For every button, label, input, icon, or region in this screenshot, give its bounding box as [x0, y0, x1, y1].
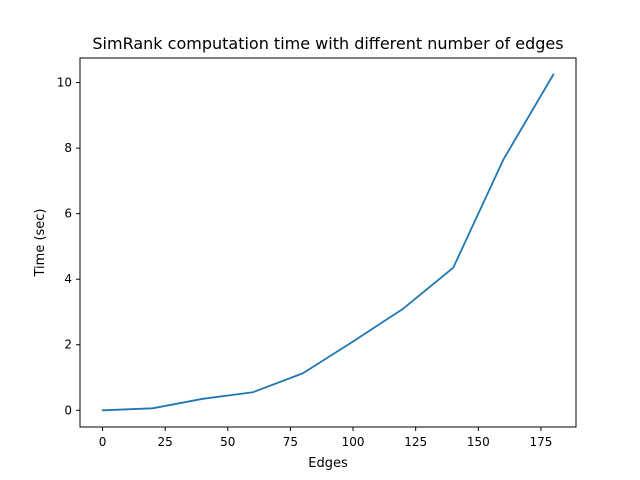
x-tick-label: 25 — [158, 435, 173, 449]
x-tick-label: 50 — [220, 435, 235, 449]
y-tick-label: 4 — [64, 272, 72, 286]
x-tick-label: 75 — [283, 435, 298, 449]
x-tick-label: 100 — [342, 435, 365, 449]
series-line-0 — [101, 73, 555, 412]
plot-frame — [79, 57, 577, 428]
x-axis-ticks: 0 25 50 75 100 125 150 175 — [99, 427, 552, 449]
y-axis-ticks: 0 2 4 6 8 10 — [57, 76, 80, 417]
y-tick-label: 6 — [64, 207, 72, 221]
x-tick-label: 125 — [404, 435, 427, 449]
y-axis-label: Time (sec) — [33, 208, 48, 277]
chart-title: SimRank computation time with different … — [92, 34, 563, 53]
series-layer — [101, 73, 555, 412]
x-tick-label: 0 — [99, 435, 107, 449]
y-tick-label: 8 — [64, 141, 72, 155]
x-tick-label: 150 — [467, 435, 490, 449]
x-axis-label: Edges — [308, 456, 348, 471]
x-tick-label: 175 — [529, 435, 552, 449]
y-tick-label: 10 — [57, 76, 72, 90]
y-tick-label: 0 — [64, 403, 72, 417]
y-tick-label: 2 — [64, 338, 72, 352]
